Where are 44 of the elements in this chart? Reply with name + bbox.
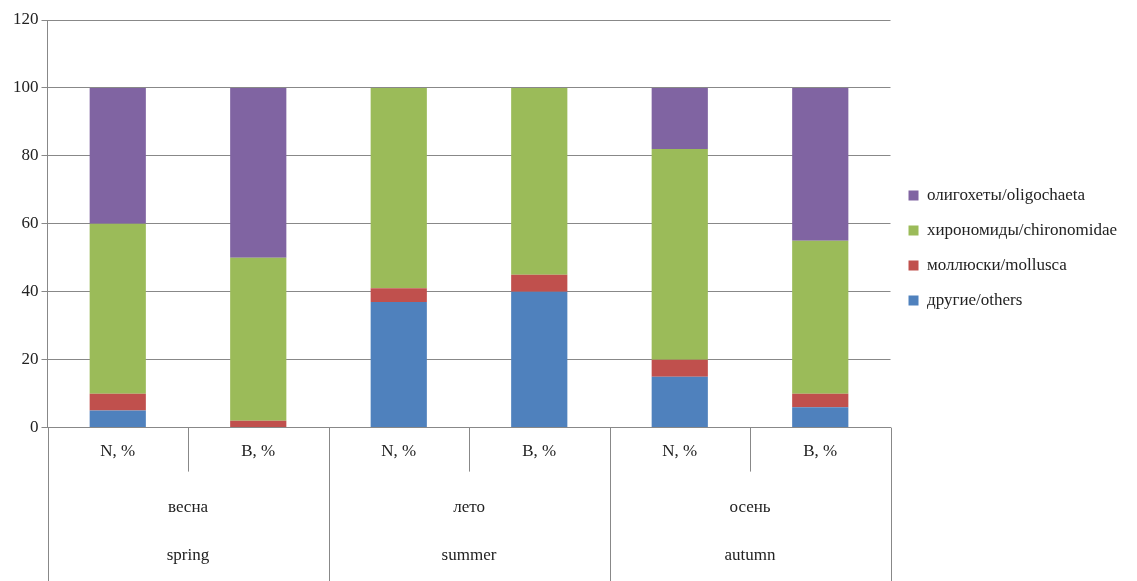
text: весна <box>167 497 209 517</box>
text: summer <box>441 545 497 565</box>
bar <box>89 223 146 394</box>
y-tick-label: 40 <box>21 281 39 301</box>
bar <box>792 87 849 241</box>
bar <box>792 240 849 394</box>
legend-label: олигохеты/oligochaeta <box>927 184 1086 204</box>
legend-label: другие/others <box>927 289 1023 309</box>
y-tick-label: 60 <box>21 213 39 233</box>
x-tick-label: B, % <box>241 441 276 461</box>
legend-label: хирономиды/chironomidae <box>927 219 1118 239</box>
x-tick-label: N, % <box>381 441 417 461</box>
bar <box>511 291 568 428</box>
x-tick-label: N, % <box>100 441 136 461</box>
bar <box>792 407 849 428</box>
y-tick-label: 80 <box>21 145 39 165</box>
x-tick-label: B, % <box>522 441 557 461</box>
y-tick-label: 120 <box>13 9 39 29</box>
x-tick-label: B, % <box>803 441 838 461</box>
bar <box>511 274 568 292</box>
bar <box>230 87 287 258</box>
bar <box>511 87 568 275</box>
bar <box>651 149 708 360</box>
legend-label: моллюски/mollusca <box>927 254 1068 274</box>
y-tick-label: 100 <box>13 77 39 97</box>
x-tick-label: N, % <box>662 441 698 461</box>
text: spring <box>166 545 210 565</box>
bar <box>651 376 708 428</box>
bar <box>370 87 427 289</box>
bar <box>89 87 146 224</box>
bar <box>89 393 146 411</box>
bar <box>651 87 708 150</box>
y-tick-label: 20 <box>21 349 39 369</box>
text: лето <box>453 497 485 517</box>
bar <box>89 410 146 428</box>
bar <box>792 393 849 408</box>
bar <box>230 420 287 428</box>
bar <box>230 257 287 421</box>
bar <box>370 301 427 428</box>
text: autumn <box>724 545 776 565</box>
text: осень <box>729 497 771 517</box>
y-tick-label: 0 <box>30 417 39 437</box>
bar <box>651 359 708 377</box>
bar <box>370 288 427 302</box>
